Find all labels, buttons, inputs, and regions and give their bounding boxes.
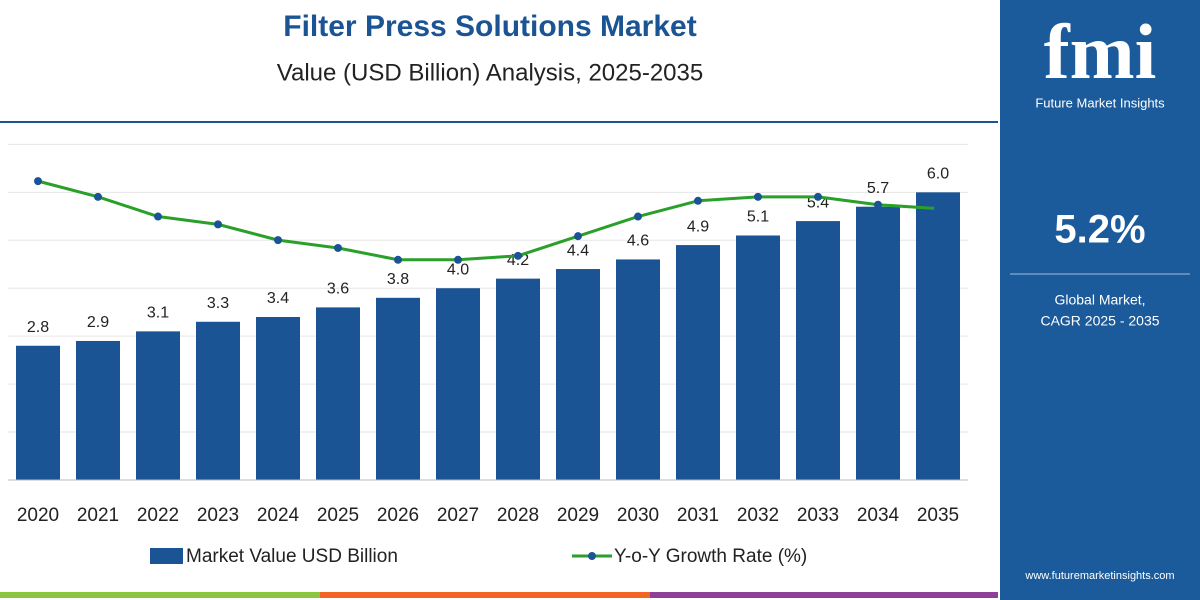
line-point bbox=[754, 192, 762, 201]
x-tick-label: 2029 bbox=[557, 505, 599, 526]
bar bbox=[916, 192, 960, 480]
cagr-label: CAGR 2025 - 2035 bbox=[1040, 313, 1159, 329]
bar bbox=[436, 288, 480, 480]
bar bbox=[496, 278, 540, 480]
footer-strip bbox=[650, 592, 998, 598]
bar bbox=[316, 307, 360, 480]
data-label: 3.1 bbox=[147, 305, 169, 322]
bar bbox=[196, 321, 240, 480]
line-point bbox=[934, 204, 942, 213]
footer-strip bbox=[0, 592, 320, 598]
bar bbox=[556, 269, 600, 480]
x-tick-label: 2021 bbox=[77, 505, 119, 526]
data-label: 5.7 bbox=[867, 180, 889, 197]
x-tick-label: 2028 bbox=[497, 505, 539, 526]
chart-subtitle: Value (USD Billion) Analysis, 2025-2035 bbox=[277, 59, 703, 86]
x-tick-label: 2035 bbox=[917, 505, 959, 526]
line-point bbox=[574, 232, 582, 241]
x-tick-label: 2032 bbox=[737, 505, 779, 526]
footer-strip bbox=[320, 592, 650, 598]
bar bbox=[856, 206, 900, 480]
line-point bbox=[874, 200, 882, 209]
legend-label: Market Value USD Billion bbox=[186, 546, 398, 567]
line-point bbox=[454, 255, 462, 264]
x-tick-label: 2026 bbox=[377, 505, 419, 526]
line-point bbox=[154, 212, 162, 221]
bar bbox=[136, 331, 180, 480]
x-tick-label: 2025 bbox=[317, 505, 359, 526]
line-point bbox=[514, 251, 522, 260]
sidebar bbox=[1000, 0, 1200, 600]
line-point bbox=[394, 255, 402, 264]
x-tick-label: 2024 bbox=[257, 505, 300, 526]
line-point bbox=[334, 243, 342, 252]
data-label: 3.6 bbox=[327, 281, 349, 298]
line-point bbox=[814, 192, 822, 201]
x-tick-label: 2033 bbox=[797, 505, 839, 526]
x-tick-label: 2031 bbox=[677, 505, 719, 526]
data-label: 4.9 bbox=[687, 218, 709, 235]
data-label: 3.3 bbox=[207, 295, 229, 312]
bar bbox=[376, 297, 420, 480]
cagr-value: 5.2% bbox=[1054, 208, 1145, 252]
bar bbox=[16, 345, 60, 480]
data-label: 4.6 bbox=[627, 233, 649, 250]
x-tick-label: 2030 bbox=[617, 505, 659, 526]
cagr-label: Global Market, bbox=[1054, 292, 1145, 308]
line-point bbox=[634, 212, 642, 221]
data-label: 3.4 bbox=[267, 290, 289, 307]
bar bbox=[256, 316, 300, 480]
data-label: 2.9 bbox=[87, 314, 109, 331]
website: www.futuremarketinsights.com bbox=[1024, 570, 1174, 582]
bar bbox=[736, 235, 780, 480]
x-tick-label: 2034 bbox=[857, 505, 900, 526]
data-label: 4.4 bbox=[567, 242, 589, 259]
x-tick-label: 2022 bbox=[137, 505, 179, 526]
legend-swatch bbox=[588, 552, 596, 560]
legend-label: Y-o-Y Growth Rate (%) bbox=[614, 546, 807, 567]
data-label: 4.0 bbox=[447, 261, 469, 278]
bar bbox=[76, 340, 120, 480]
line-point bbox=[34, 177, 42, 186]
data-label: 5.1 bbox=[747, 209, 769, 226]
brand: Future Market Insights bbox=[1035, 95, 1165, 110]
x-tick-label: 2027 bbox=[437, 505, 479, 526]
line-point bbox=[214, 220, 222, 229]
bar bbox=[616, 259, 660, 480]
logo: fmi bbox=[1044, 8, 1157, 95]
data-label: 3.8 bbox=[387, 271, 409, 288]
x-tick-label: 2023 bbox=[197, 505, 239, 526]
data-label: 6.0 bbox=[927, 166, 949, 183]
bar bbox=[676, 245, 720, 480]
line-point bbox=[694, 196, 702, 205]
data-label: 2.8 bbox=[27, 319, 49, 336]
line bbox=[37, 179, 939, 262]
bar bbox=[796, 221, 840, 480]
line-point bbox=[94, 192, 102, 201]
chart-title: Filter Press Solutions Market bbox=[283, 10, 696, 43]
line-point bbox=[274, 236, 282, 245]
legend-swatch bbox=[150, 548, 183, 564]
x-tick-label: 2020 bbox=[17, 505, 59, 526]
